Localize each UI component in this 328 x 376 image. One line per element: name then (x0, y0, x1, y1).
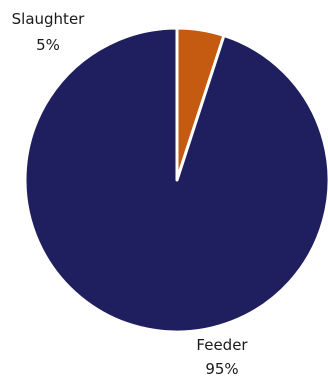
pie-slices (23, 26, 328, 334)
slice-label-slaughter-name: Slaughter (12, 10, 86, 28)
slice-label-feeder-name: Feeder (196, 336, 248, 354)
slice-label-slaughter: Slaughter 5% (12, 10, 86, 54)
pie-slice-feeder (23, 26, 328, 334)
slice-label-feeder: Feeder 95% (196, 336, 248, 376)
slice-label-slaughter-percent: 5% (36, 36, 60, 54)
slice-label-feeder-percent: 95% (205, 360, 238, 376)
